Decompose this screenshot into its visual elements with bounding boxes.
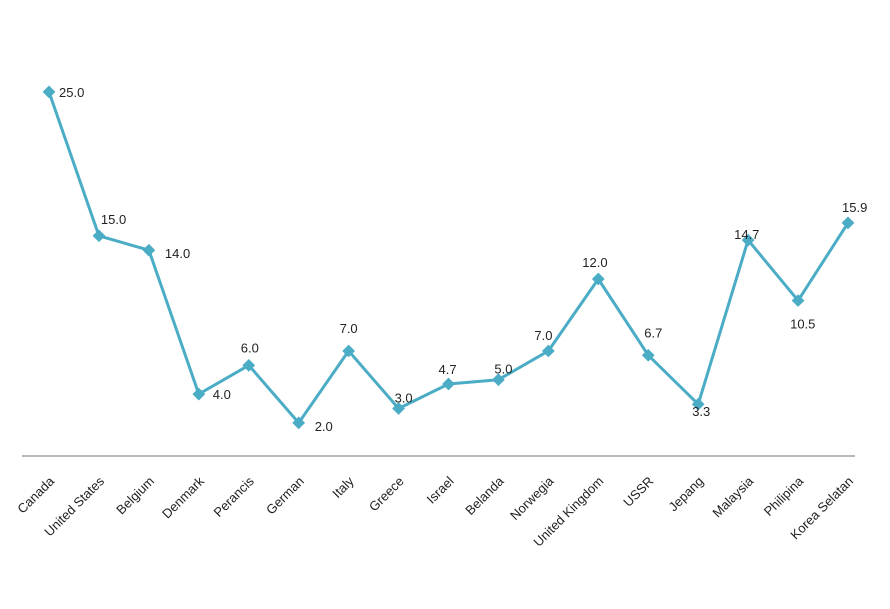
x-tick-label-jepang: Jepang xyxy=(666,474,707,515)
data-point-israel xyxy=(442,377,455,391)
x-tick-label-italy: Italy xyxy=(329,473,357,501)
data-labels: 25.0 15.0 14.0 4.0 6.0 2.0 7.0 3.0 4.7 5.0 7.0 12.0… xyxy=(59,85,867,434)
data-label-canada: 25.0 xyxy=(59,85,84,100)
data-point-greece xyxy=(392,402,405,415)
data-label-philipina: 10.5 xyxy=(790,317,815,332)
x-tick-label-german: German xyxy=(263,474,307,518)
data-point-german xyxy=(292,416,306,430)
data-label-israel: 4.7 xyxy=(439,362,457,377)
x-tick-label-israel: Israel xyxy=(424,473,457,506)
data-point-italy xyxy=(342,344,355,358)
data-label-malaysia: 14.7 xyxy=(734,227,759,242)
data-point-belgium xyxy=(142,243,156,257)
data-label-italy: 7.0 xyxy=(340,321,358,336)
x-tick-label-belanda: Belanda xyxy=(462,473,507,518)
data-label-united-states: 15.0 xyxy=(101,212,126,227)
x-tick-label-greece: Greece xyxy=(366,474,407,515)
data-point-perancis xyxy=(242,358,256,372)
data-label-ussr: 6.7 xyxy=(644,325,662,340)
data-point-belanda xyxy=(492,373,505,387)
x-tick-label-philipina: Philipina xyxy=(761,473,807,519)
data-label-greece: 3.0 xyxy=(395,391,413,406)
data-label-perancis: 6.0 xyxy=(241,340,259,355)
data-label-korea-selatan: 15.9 xyxy=(842,200,867,215)
data-point-canada xyxy=(42,85,56,99)
x-tick-label-perancis: Perancis xyxy=(211,473,258,520)
x-tick-label-ussr: USSR xyxy=(620,474,656,510)
x-tick-label-norwegia: Norwegia xyxy=(507,473,557,523)
x-tick-label-canada: Canada xyxy=(14,473,57,516)
x-tick-label-belgium: Belgium xyxy=(113,474,157,518)
data-point-denmark xyxy=(192,387,206,401)
data-label-german: 2.0 xyxy=(315,419,333,434)
data-label-denmark: 4.0 xyxy=(213,387,231,402)
data-label-norwegia: 7.0 xyxy=(534,328,552,343)
x-tick-label-malaysia: Malaysia xyxy=(709,473,756,520)
data-label-belanda: 5.0 xyxy=(494,362,512,377)
x-tick-label-denmark: Denmark xyxy=(159,473,207,521)
data-label-belgium: 14.0 xyxy=(165,246,190,261)
data-label-jepang: 3.3 xyxy=(692,404,710,419)
data-label-united-kingdom: 12.0 xyxy=(582,255,607,270)
data-point-united-states xyxy=(92,229,106,243)
